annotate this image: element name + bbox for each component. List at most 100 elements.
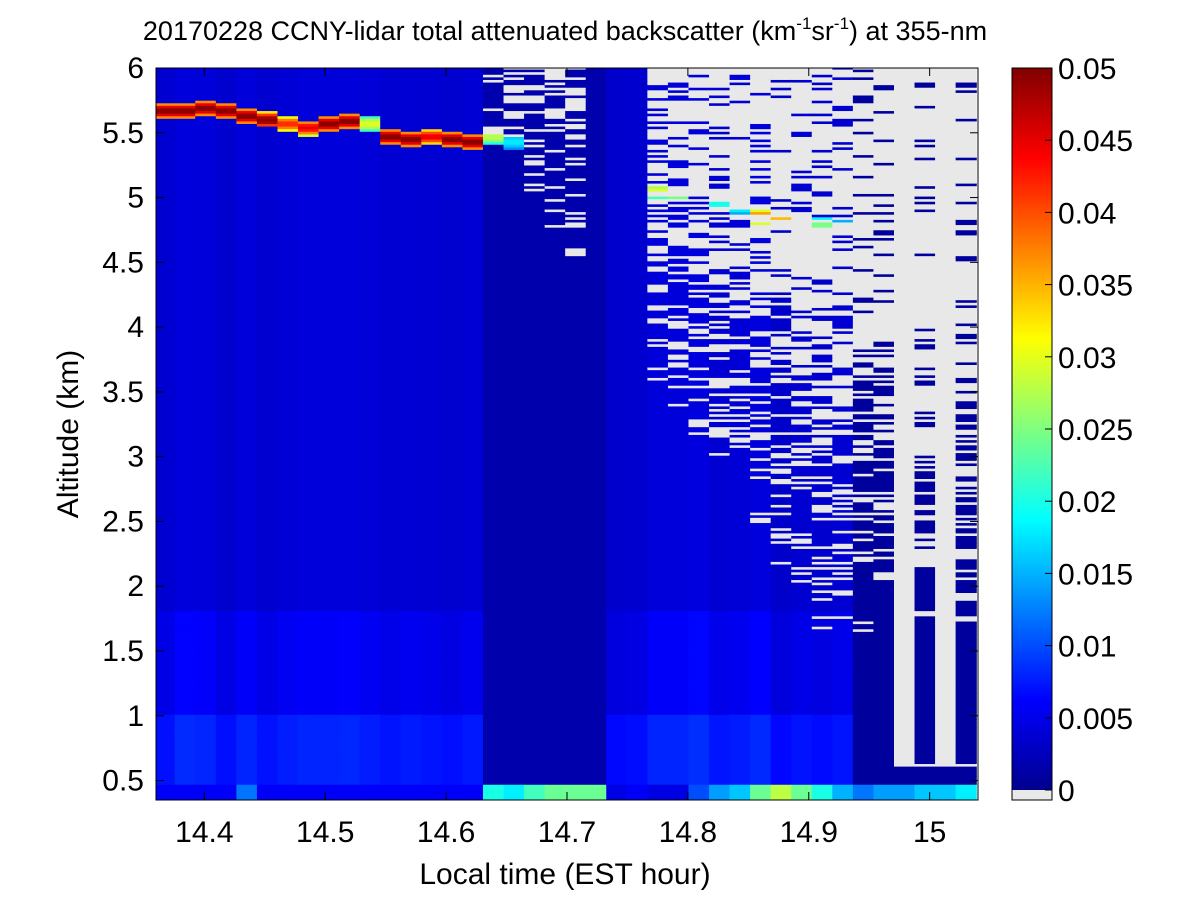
heatmap-cell (156, 387, 176, 391)
heatmap-cell (236, 525, 258, 529)
heatmap-cell (215, 115, 237, 119)
heatmap-cell (195, 333, 217, 337)
heatmap-cell (195, 411, 217, 415)
heatmap-cell (298, 237, 320, 241)
heatmap-cell (195, 631, 217, 635)
heatmap-cell (339, 392, 361, 397)
heatmap-cell (156, 563, 176, 568)
heatmap-cell (359, 146, 381, 150)
heatmap-cell (195, 172, 217, 176)
heatmap-cell (277, 68, 299, 70)
heatmap-cell (359, 753, 381, 757)
heatmap-cell (215, 271, 237, 275)
heatmap-cell (236, 366, 258, 371)
heatmap-cell (277, 465, 299, 469)
heatmap-cell (359, 198, 381, 202)
heatmap-cell (215, 84, 237, 88)
heatmap-cell (236, 664, 258, 669)
heatmap-cell (156, 369, 176, 373)
heatmap-cell (277, 203, 299, 207)
heatmap-cell (298, 763, 320, 767)
heatmap-cell (380, 395, 402, 399)
heatmap-cell (339, 273, 361, 277)
heatmap-cell (400, 385, 422, 389)
heatmap-cell (236, 659, 258, 663)
heatmap-cell (339, 582, 361, 586)
heatmap-cell (256, 478, 279, 482)
heatmap-cell (156, 258, 176, 262)
heatmap-cell (156, 411, 176, 415)
heatmap-cell (318, 719, 340, 723)
heatmap-cell (174, 76, 196, 80)
heatmap-cell (359, 395, 381, 399)
heatmap-cell (174, 613, 196, 617)
heatmap-cell (156, 778, 176, 783)
heatmap-cell (195, 550, 217, 555)
heatmap-cell (400, 615, 422, 619)
heatmap-cell (359, 170, 381, 174)
heatmap-cell (318, 584, 340, 588)
heatmap-cell (339, 346, 361, 350)
heatmap-cell (156, 138, 176, 143)
heatmap-cell (359, 364, 381, 368)
heatmap-cell (298, 491, 320, 495)
heatmap-cell (339, 781, 361, 785)
heatmap-cell (215, 522, 237, 526)
heatmap-cell (215, 662, 237, 666)
heatmap-cell (421, 595, 443, 599)
heatmap-cell (236, 582, 258, 586)
heatmap-cell (277, 105, 299, 109)
heatmap-cell (318, 426, 340, 430)
heatmap-cell (380, 667, 402, 671)
heatmap-cell (400, 144, 422, 148)
heatmap-cell (195, 496, 217, 500)
heatmap-cell (156, 626, 176, 630)
heatmap-cell (380, 102, 402, 106)
heatmap-cell (195, 312, 217, 316)
heatmap-cell (318, 304, 340, 308)
heatmap-cell (359, 680, 381, 684)
heatmap-cell (195, 229, 217, 233)
heatmap-cell (256, 768, 279, 772)
heatmap-cell (339, 335, 361, 340)
heatmap-cell (400, 732, 422, 736)
heatmap-cell (298, 693, 320, 697)
heatmap-cell (174, 535, 196, 539)
heatmap-cell (195, 791, 217, 796)
heatmap-cell (256, 509, 279, 513)
heatmap-cell (318, 662, 340, 666)
heatmap-cell (318, 377, 340, 381)
heatmap-cell (298, 486, 320, 490)
heatmap-cell (156, 115, 176, 119)
heatmap-cell (174, 527, 196, 531)
heatmap-cell (195, 338, 217, 342)
heatmap-cell (339, 221, 361, 226)
heatmap-cell (195, 102, 217, 106)
heatmap-cell (195, 556, 217, 560)
heatmap-cell (215, 260, 237, 264)
heatmap-cell (195, 250, 217, 254)
heatmap-cell (215, 71, 237, 75)
heatmap-cell (359, 478, 381, 482)
heatmap-cell (339, 343, 361, 347)
heatmap-cell (339, 131, 361, 135)
heatmap-cell (318, 84, 340, 88)
heatmap-cell (215, 229, 237, 233)
heatmap-cell (380, 126, 402, 130)
heatmap-cell (156, 84, 176, 88)
heatmap-cell (174, 372, 196, 376)
heatmap-cell (380, 597, 402, 601)
heatmap-cell (174, 672, 196, 676)
heatmap-cell (339, 442, 361, 446)
heatmap-cell (318, 408, 340, 412)
heatmap-cell (236, 175, 258, 179)
heatmap-cell (318, 341, 340, 345)
heatmap-cell (318, 423, 340, 428)
heatmap-cell (174, 514, 196, 518)
heatmap-cell (174, 183, 196, 187)
heatmap-cell (277, 626, 299, 630)
heatmap-cell (195, 652, 217, 656)
heatmap-cell (380, 460, 402, 464)
heatmap-cell (174, 411, 196, 415)
heatmap-cell (195, 232, 217, 236)
